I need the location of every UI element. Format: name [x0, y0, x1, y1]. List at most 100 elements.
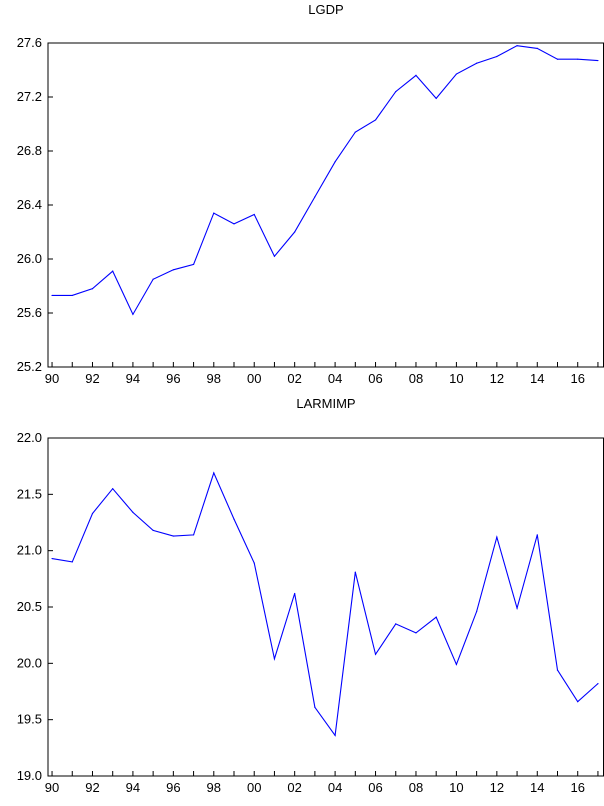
y-tick-label: 21.5	[17, 486, 42, 501]
x-tick-label: 14	[530, 371, 544, 386]
x-tick-label: 04	[328, 371, 342, 386]
y-tick-label: 26.8	[17, 143, 42, 158]
data-point	[415, 74, 417, 76]
data-point	[395, 623, 397, 625]
data-point	[253, 562, 255, 564]
data-point	[354, 131, 356, 133]
y-tick-label: 19.5	[17, 712, 42, 727]
data-point	[597, 683, 599, 685]
data-point	[192, 263, 195, 265]
data-point	[91, 512, 94, 515]
x-tick-label: 14	[530, 780, 544, 795]
y-tick-label: 26.0	[17, 251, 42, 266]
y-tick-label: 27.6	[17, 35, 42, 50]
x-tick-label: 00	[247, 371, 261, 386]
data-point	[213, 212, 215, 214]
y-tick-label: 22.0	[17, 430, 42, 445]
y-tick-label: 20.0	[17, 655, 42, 670]
data-point	[71, 561, 73, 563]
data-point	[556, 58, 559, 60]
data-point	[455, 663, 458, 666]
data-point	[536, 47, 538, 50]
data-point	[294, 231, 296, 233]
y-tick-label: 26.4	[17, 197, 42, 212]
x-tick-label: 94	[126, 371, 140, 386]
x-tick-label: 10	[449, 780, 463, 795]
x-tick-label: 98	[207, 780, 221, 795]
data-point	[536, 534, 538, 536]
y-tick-label: 21.0	[17, 543, 42, 558]
series-line	[52, 45, 598, 316]
data-point	[152, 278, 154, 280]
lgdp-chart: LGDP 25.2 25.6 26.0 26.4 26.8 27.2 27.6 90 92 94 9…	[17, 2, 604, 386]
larmimp-chart: LARMIMP 19.0 19.5 20.0 20.5 21.0 21.5 22.0 90 92…	[17, 396, 604, 795]
data-point	[314, 196, 316, 198]
data-point	[192, 534, 195, 536]
x-tick-label: 10	[449, 371, 463, 386]
x-tick-label: 98	[207, 371, 221, 386]
x-tick-label: 12	[490, 780, 504, 795]
x-tick-label: 06	[368, 371, 382, 386]
x-tick-label: 96	[166, 371, 180, 386]
data-point	[556, 669, 559, 671]
data-point	[435, 616, 437, 618]
data-point	[334, 161, 336, 163]
y-tick-label: 25.6	[17, 305, 42, 320]
x-tick-label: 16	[570, 371, 584, 386]
data-point	[132, 511, 134, 513]
data-point	[435, 97, 437, 99]
x-tick-label: 94	[126, 780, 140, 795]
x-tick-label: 06	[368, 780, 382, 795]
data-point	[152, 529, 154, 531]
y-tick-label: 25.2	[17, 359, 42, 374]
series-line	[51, 471, 599, 737]
data-point	[233, 518, 235, 520]
plot-frame	[47, 437, 604, 777]
data-point	[455, 73, 458, 75]
data-point	[395, 91, 397, 93]
x-tick-label: 90	[45, 780, 59, 795]
y-tick-label: 20.5	[17, 599, 42, 614]
data-point	[577, 58, 579, 60]
data-point	[273, 255, 276, 257]
data-point	[577, 701, 579, 703]
data-point	[476, 62, 478, 64]
x-tick-label: 08	[409, 780, 423, 795]
x-tick-label: 02	[287, 780, 301, 795]
data-point	[112, 270, 114, 272]
data-point	[516, 45, 518, 47]
x-tick-label: 08	[409, 371, 423, 386]
y-tick-label: 27.2	[17, 89, 42, 104]
data-point	[476, 610, 478, 613]
x-tick-label: 96	[166, 780, 180, 795]
data-point	[172, 269, 174, 271]
data-point	[233, 223, 235, 225]
data-point	[132, 313, 134, 315]
data-point	[51, 557, 53, 560]
x-tick-label: 90	[45, 371, 59, 386]
data-point	[213, 472, 215, 474]
data-point	[496, 55, 498, 58]
data-point	[314, 706, 316, 708]
data-point	[516, 607, 518, 609]
data-point	[91, 288, 94, 290]
lgdp-title: LGDP	[308, 2, 343, 17]
x-tick-label: 92	[85, 371, 99, 386]
data-point	[374, 119, 377, 121]
x-tick-label: 04	[328, 780, 342, 795]
data-point	[374, 653, 377, 655]
data-point	[294, 592, 296, 595]
data-point	[253, 213, 255, 216]
x-tick-label: 92	[85, 780, 99, 795]
x-tick-label: 16	[570, 780, 584, 795]
x-tick-label: 00	[247, 780, 261, 795]
x-tick-label: 02	[287, 371, 301, 386]
data-point	[496, 536, 498, 538]
data-point	[597, 59, 599, 62]
data-point	[415, 632, 417, 634]
data-point	[51, 294, 53, 297]
data-point	[71, 294, 73, 297]
y-tick-label: 19.0	[17, 768, 42, 783]
data-point	[273, 658, 276, 660]
